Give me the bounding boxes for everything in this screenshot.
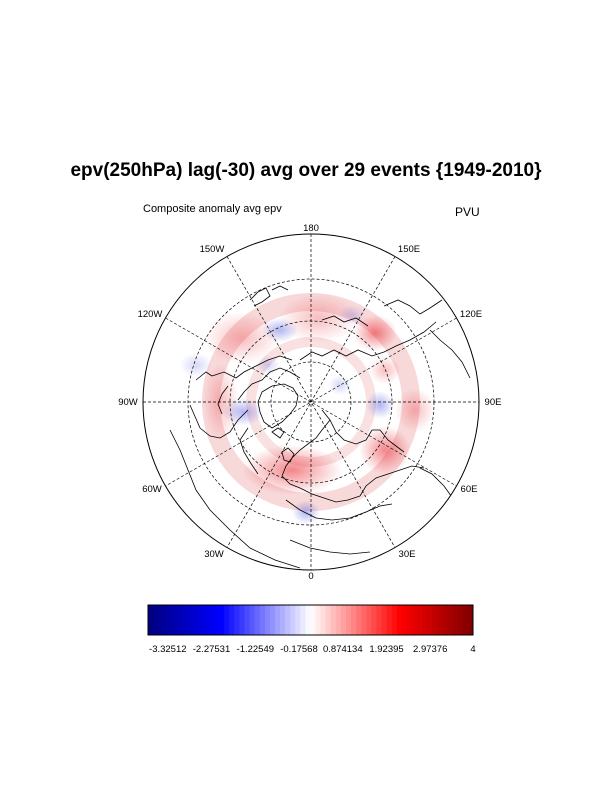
colorbar-swatch bbox=[229, 605, 235, 635]
colorbar-tick-label: 4 bbox=[470, 644, 475, 655]
colorbar-swatch bbox=[244, 605, 250, 635]
graticule bbox=[143, 234, 479, 570]
colorbar-swatch bbox=[381, 605, 388, 635]
lon-label-120e: 120E bbox=[460, 309, 482, 320]
colorbar-swatch bbox=[401, 605, 408, 635]
colorbar-swatch bbox=[462, 605, 469, 635]
colorbar-tick-label: -1.22549 bbox=[237, 644, 275, 655]
colorbar-swatch bbox=[300, 605, 306, 635]
colorbar-swatch bbox=[269, 605, 276, 635]
colorbar-swatch bbox=[452, 605, 459, 635]
colorbar-swatch bbox=[447, 605, 454, 635]
colorbar-swatch bbox=[259, 605, 266, 635]
colorbar-swatch bbox=[239, 605, 245, 635]
colorbar-swatch bbox=[254, 605, 261, 635]
plot-title: epv(250hPa) lag(-30) avg over 29 events … bbox=[70, 160, 542, 181]
lon-label-60w: 60W bbox=[142, 484, 162, 495]
colorbar-tick-label: -2.27531 bbox=[193, 644, 231, 655]
colorbar-tick-label: 2.97376 bbox=[413, 644, 447, 655]
colorbar-swatch bbox=[315, 605, 322, 635]
lon-label-30e: 30E bbox=[399, 549, 416, 560]
colorbar-swatch bbox=[366, 605, 372, 635]
colorbar-swatch bbox=[361, 605, 367, 635]
colorbar-tick-label: 1.92395 bbox=[369, 644, 403, 655]
colorbar-swatch bbox=[320, 605, 327, 635]
colorbar-swatch bbox=[412, 605, 418, 635]
colorbar-swatch bbox=[163, 605, 169, 635]
colorbar-swatch bbox=[290, 605, 296, 635]
colorbar-swatch bbox=[203, 605, 210, 635]
lon-label-150w: 150W bbox=[200, 244, 225, 255]
colorbar-swatch bbox=[295, 605, 301, 635]
map-boundary bbox=[142, 233, 480, 571]
colorbar-swatch bbox=[442, 605, 449, 635]
colorbar-swatch bbox=[325, 605, 332, 635]
colorbar-swatch bbox=[219, 605, 225, 635]
colorbar-swatches bbox=[148, 605, 474, 635]
units-label: PVU bbox=[455, 205, 480, 219]
colorbar-swatch bbox=[340, 605, 347, 635]
colorbar-swatch bbox=[188, 605, 195, 635]
colorbar-swatch bbox=[437, 605, 443, 635]
colorbar-swatch bbox=[346, 605, 352, 635]
colorbar-swatch bbox=[173, 605, 179, 635]
colorbar-swatch bbox=[178, 605, 184, 635]
colorbar-swatch bbox=[391, 605, 398, 635]
colorbar-tick-label: -3.32512 bbox=[149, 644, 187, 655]
colorbar-swatch bbox=[427, 605, 433, 635]
colorbar: -3.32512 -2.27531 -1.22549 -0.17568 0.874134… bbox=[147, 604, 476, 655]
lon-label-60e: 60E bbox=[461, 484, 478, 495]
colorbar-swatch bbox=[264, 605, 271, 635]
colorbar-swatch bbox=[158, 605, 164, 635]
colorbar-tick-label: -0.17568 bbox=[280, 644, 318, 655]
lon-label-120w: 120W bbox=[138, 309, 163, 320]
colorbar-swatch bbox=[280, 605, 286, 635]
colorbar-swatch bbox=[249, 605, 256, 635]
colorbar-swatch bbox=[351, 605, 357, 635]
colorbar-swatch bbox=[168, 605, 174, 635]
colorbar-swatch bbox=[305, 605, 311, 635]
colorbar-swatch bbox=[376, 605, 382, 635]
colorbar-swatch bbox=[153, 605, 159, 635]
colorbar-swatch bbox=[224, 605, 230, 635]
left-subtitle: Composite anomaly avg epv bbox=[143, 203, 282, 215]
lon-label-150e: 150E bbox=[398, 244, 420, 255]
colorbar-swatch bbox=[467, 605, 474, 635]
colorbar-swatch bbox=[310, 605, 316, 635]
coastlines bbox=[169, 285, 471, 569]
colorbar-swatch bbox=[148, 605, 154, 635]
colorbar-swatch bbox=[422, 605, 428, 635]
colorbar-swatch bbox=[371, 605, 377, 635]
colorbar-swatch bbox=[330, 605, 337, 635]
colorbar-swatch bbox=[234, 605, 240, 635]
colorbar-swatch bbox=[193, 605, 200, 635]
colorbar-swatch bbox=[356, 605, 362, 635]
colorbar-swatch bbox=[396, 605, 403, 635]
colorbar-swatch bbox=[417, 605, 423, 635]
colorbar-swatch bbox=[335, 605, 342, 635]
lon-label-90e: 90E bbox=[485, 397, 502, 408]
colorbar-swatch bbox=[198, 605, 205, 635]
colorbar-swatch bbox=[274, 605, 281, 635]
colorbar-swatch bbox=[214, 605, 220, 635]
lon-label-0: 0 bbox=[308, 571, 313, 582]
lon-label-180: 180 bbox=[303, 223, 319, 234]
colorbar-swatch bbox=[457, 605, 464, 635]
colorbar-swatch bbox=[208, 605, 215, 635]
colorbar-swatch bbox=[183, 605, 190, 635]
colorbar-swatch bbox=[285, 605, 291, 635]
lon-label-30w: 30W bbox=[204, 549, 224, 560]
colorbar-swatch bbox=[432, 605, 438, 635]
lon-label-90w: 90W bbox=[118, 397, 138, 408]
colorbar-swatch bbox=[406, 605, 413, 635]
colorbar-tick-label: 0.874134 bbox=[323, 644, 363, 655]
colorbar-swatch bbox=[386, 605, 393, 635]
